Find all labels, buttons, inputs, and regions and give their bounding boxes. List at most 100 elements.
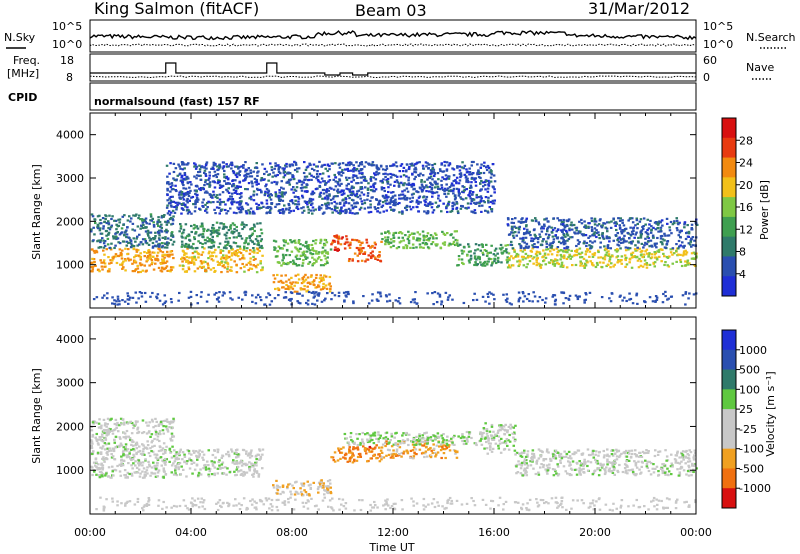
power-cells-cell [260, 206, 263, 209]
power-cells-cell [259, 179, 263, 182]
power-cells-cell [329, 287, 332, 291]
vel-cells-cell [217, 460, 221, 464]
power-cells-cell [187, 266, 191, 269]
power-cells-cell [149, 295, 152, 298]
power-cells-cell [655, 242, 658, 245]
vel-cells-cell [210, 460, 214, 463]
power-cells-cell [311, 264, 314, 267]
power-cells-cell [114, 255, 117, 258]
power-cells-cell [531, 219, 535, 222]
power-cells-cell [319, 241, 322, 245]
power-cells-cell [666, 240, 669, 243]
power-cells-cell [352, 302, 355, 305]
power-cells-cell [171, 195, 174, 198]
power-cells-cell [176, 174, 180, 177]
power-cells-cell [176, 201, 180, 204]
power-cells-cell [134, 291, 138, 294]
power-cells-cell [351, 259, 354, 262]
power-cells-cell [126, 298, 130, 301]
power-cells-cell [208, 238, 211, 241]
power-cells-cell [407, 167, 411, 170]
power-cells-cell [214, 195, 218, 199]
power-cells-cell [292, 186, 295, 189]
power-cells-cell [599, 256, 603, 259]
power-cells-cell [597, 249, 600, 252]
power-cells-cell [537, 262, 540, 265]
power-cells-cell [193, 250, 197, 253]
power-cells-cell [133, 260, 137, 263]
power-cells-cell [204, 238, 207, 242]
power-cells-cell [323, 254, 326, 257]
power-cells-cell [456, 210, 460, 213]
power-cells-cell [133, 229, 137, 232]
power-cells-cell [227, 198, 231, 201]
power-cells-cell [280, 274, 283, 277]
power-cells-cell [225, 163, 228, 166]
vel-cells-cell [154, 431, 158, 434]
power-cells-cell [206, 240, 209, 243]
power-cells-cell [256, 188, 260, 192]
power-cells-cell [241, 298, 244, 301]
power-cells-cell [172, 215, 175, 218]
power-cells-cell [289, 285, 293, 288]
velocity-heatmap-cells [90, 417, 698, 512]
power-cells-cell [690, 245, 693, 248]
power-cells-cell [178, 172, 182, 175]
power-cells-cell [429, 203, 433, 206]
vel-cells-cell [106, 417, 110, 420]
power-cells-cell [310, 193, 314, 196]
power-cells-cell [133, 270, 137, 273]
power-cells-cell [380, 186, 384, 189]
power-cells-cell [185, 260, 188, 263]
power-cells-cell [629, 297, 633, 301]
power-cells-cell [565, 266, 569, 269]
power-cells-cell [484, 209, 487, 212]
power-cells-cell [177, 163, 180, 166]
vel-cells-cell [105, 472, 108, 475]
power-cells-cell [212, 201, 215, 204]
power-cells-cell [181, 260, 184, 263]
vel-cells-cell [192, 461, 196, 464]
power-cells-cell [326, 163, 330, 166]
power-cells-cell [136, 267, 140, 270]
power-cells-cell [237, 208, 241, 211]
power-cells-cell [484, 188, 487, 191]
power-cells-cell [336, 195, 339, 198]
power-cells-cell [179, 167, 182, 170]
date-title: 31/Mar/2012 [588, 0, 690, 18]
power-cells-cell [116, 295, 120, 298]
power-cells-cell [356, 254, 360, 257]
power-cells-cell [437, 204, 441, 207]
power-cells-cell [572, 254, 576, 257]
power-cells-cell [307, 178, 311, 182]
power-cells-cell [331, 291, 334, 295]
power-cells-cell [488, 171, 491, 174]
power-cells-cell [583, 299, 586, 302]
vel-cells-cell [115, 424, 119, 427]
power-cells-cell [410, 193, 414, 196]
power-cells-cell [386, 177, 390, 181]
power-cells-cell [302, 181, 305, 184]
power-cells-cell [154, 262, 157, 265]
power-cells-cell [344, 200, 348, 203]
vel-cells-cell [148, 463, 151, 466]
power-cells-cell [128, 296, 132, 299]
power-cells-cell [451, 207, 455, 210]
power-cells-cell [104, 218, 107, 221]
power-cells-cell [294, 246, 297, 249]
power-cells-cell [558, 219, 561, 222]
power-cells-cell [613, 263, 617, 266]
power-cells-cell [468, 173, 471, 176]
power-cells-cell [91, 268, 95, 271]
power-cells-cell [136, 244, 139, 247]
power-cells-cell [110, 224, 114, 227]
vel-cells-cell [102, 473, 105, 476]
power-cells-cell [411, 206, 415, 209]
power-cells-cell [194, 202, 197, 205]
vel-cells-cell [97, 443, 100, 446]
power-cells-cell [661, 238, 665, 241]
power-cells-cell [666, 256, 670, 259]
power-cells-cell [162, 215, 165, 218]
power-cells-cell [164, 230, 167, 233]
